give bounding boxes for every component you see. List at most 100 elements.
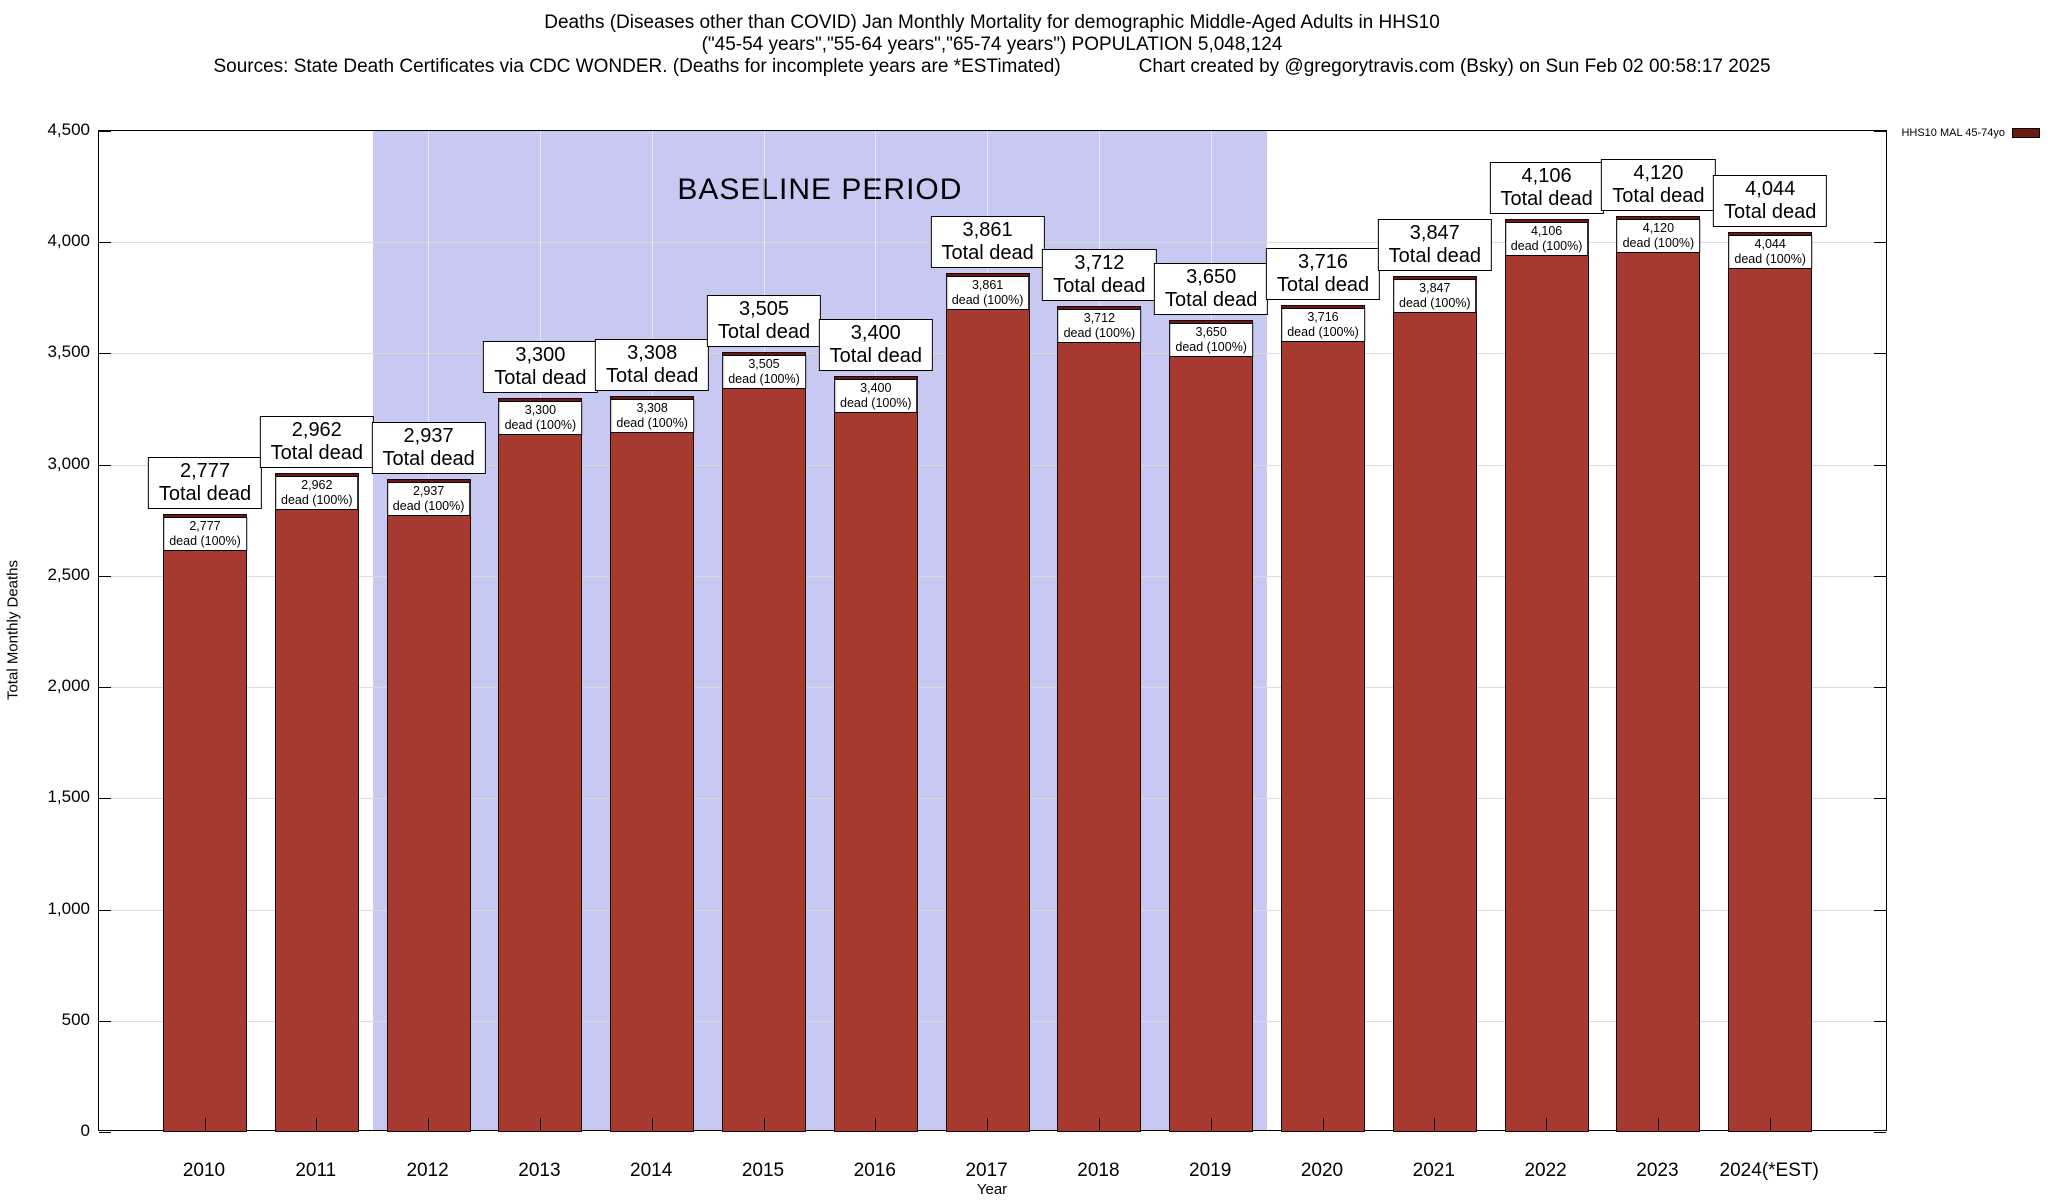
y-axis-tick-right xyxy=(1874,687,1886,689)
x-axis-tick xyxy=(204,1118,206,1130)
bar-2018 xyxy=(1057,306,1142,1132)
y-axis-tick-left xyxy=(99,687,111,689)
bar-2024-est xyxy=(1728,232,1813,1132)
dead-pct-label-2022: 4,106 dead (100%) xyxy=(1504,221,1589,256)
dead-pct-value: 4,106 xyxy=(1530,223,1563,238)
dead-pct-label-2017: 3,861 dead (100%) xyxy=(945,276,1030,311)
total-dead-value: 3,308 xyxy=(627,342,678,365)
total-dead-value: 4,120 xyxy=(1633,161,1684,184)
total-dead-label-2014: 3,308 Total dead xyxy=(595,339,710,392)
x-axis-tick xyxy=(428,1118,430,1130)
total-dead-text: Total dead xyxy=(1500,187,1593,210)
dead-pct-value: 3,847 xyxy=(1419,281,1451,296)
y-axis-tick-right xyxy=(1874,131,1886,132)
total-dead-label-2024-est: 4,044 Total dead xyxy=(1713,175,1828,228)
x-tick-label-2024-est: 2024(*EST) xyxy=(1719,1160,1819,1181)
dead-pct-value: 3,712 xyxy=(1083,311,1116,326)
total-dead-label-2017: 3,861 Total dead xyxy=(930,216,1045,269)
dead-pct-value: 4,120 xyxy=(1642,220,1675,235)
total-dead-text: Total dead xyxy=(494,366,587,389)
y-tick-label: 4,000 xyxy=(47,231,90,251)
chart-sources-text: Sources: State Death Certificates via CD… xyxy=(213,56,1061,77)
total-dead-value: 4,106 xyxy=(1521,164,1572,187)
dead-pct-label-2023: 4,120 dead (100%) xyxy=(1616,218,1701,253)
x-tick-label-2020: 2020 xyxy=(1300,1160,1344,1181)
dead-pct-label-2015: 3,505 dead (100%) xyxy=(722,355,806,390)
x-tick-label-2017: 2017 xyxy=(965,1160,1008,1181)
total-dead-value: 2,937 xyxy=(403,424,454,447)
total-dead-text: Total dead xyxy=(1276,274,1370,297)
baseline-period-label: BASELINE PERIOD xyxy=(677,173,963,206)
dead-pct-text: dead (100%) xyxy=(728,372,800,387)
y-tick-label: 2,000 xyxy=(47,676,90,696)
total-dead-label-2019: 3,650 Total dead xyxy=(1154,263,1269,316)
y-axis-tick-right xyxy=(1874,242,1886,244)
total-dead-label-2018: 3,712 Total dead xyxy=(1042,249,1157,302)
y-axis-tick-left xyxy=(99,242,111,244)
dead-pct-label-2014: 3,308 dead (100%) xyxy=(610,399,694,434)
dead-pct-value: 3,300 xyxy=(524,402,557,417)
dead-pct-text: dead (100%) xyxy=(1399,296,1471,311)
x-axis-tick xyxy=(875,1118,877,1130)
dead-pct-value: 3,650 xyxy=(1195,325,1227,340)
x-axis-tick xyxy=(763,1118,765,1130)
x-axis-tick xyxy=(1657,1118,1659,1130)
dead-pct-text: dead (100%) xyxy=(281,493,353,508)
total-dead-text: Total dead xyxy=(158,483,252,506)
total-dead-text: Total dead xyxy=(606,365,699,388)
x-axis-tick xyxy=(1322,1118,1324,1130)
bar-2016 xyxy=(833,375,918,1132)
x-tick-label-2015: 2015 xyxy=(741,1160,785,1181)
bar-2022 xyxy=(1504,218,1589,1132)
total-dead-text: Total dead xyxy=(829,344,922,367)
y-axis-tick-right xyxy=(1874,575,1886,577)
x-tick-label-2016: 2016 xyxy=(853,1160,896,1181)
total-dead-text: Total dead xyxy=(1165,289,1258,312)
total-dead-label-2020: 3,716 Total dead xyxy=(1265,248,1381,301)
y-axis-tick-right xyxy=(1874,1132,1886,1133)
x-tick-label-2013: 2013 xyxy=(518,1160,561,1181)
bar-2013 xyxy=(498,397,583,1132)
bar-2011 xyxy=(274,473,359,1132)
y-axis-tick-left xyxy=(99,909,111,911)
total-dead-text: Total dead xyxy=(1612,184,1705,207)
y-axis-tick-left xyxy=(99,1020,111,1022)
y-tick-label: 500 xyxy=(61,1009,90,1029)
dead-pct-text: dead (100%) xyxy=(392,498,465,513)
x-tick-label-2010: 2010 xyxy=(182,1160,226,1181)
x-axis-tick xyxy=(1210,1118,1212,1130)
y-axis-tick-left xyxy=(99,575,111,577)
dead-pct-label-2012: 2,937 dead (100%) xyxy=(386,481,471,516)
y-axis-tick-right xyxy=(1874,798,1886,800)
x-axis-tick xyxy=(539,1118,541,1130)
x-axis-tick xyxy=(316,1118,318,1130)
total-dead-text: Total dead xyxy=(1053,275,1146,298)
dead-pct-value: 2,777 xyxy=(189,519,221,534)
total-dead-label-2022: 4,106 Total dead xyxy=(1489,161,1604,214)
chart-title-line3: Sources: State Death Certificates via CD… xyxy=(213,56,1770,78)
dead-pct-value: 2,937 xyxy=(412,483,445,498)
legend-series-label: HHS10 MAL 45-74yo xyxy=(1901,127,2005,139)
total-dead-value: 2,777 xyxy=(179,460,231,483)
dead-pct-value: 3,716 xyxy=(1307,310,1339,325)
x-tick-label-2022: 2022 xyxy=(1524,1160,1567,1181)
dead-pct-label-2010: 2,777 dead (100%) xyxy=(163,517,247,552)
dead-pct-value: 3,861 xyxy=(971,278,1004,293)
total-dead-value: 3,716 xyxy=(1297,251,1349,274)
y-axis-tick-right xyxy=(1874,909,1886,911)
y-tick-label: 3,000 xyxy=(47,453,90,473)
total-dead-label-2013: 3,300 Total dead xyxy=(483,340,598,393)
bar-2019 xyxy=(1169,320,1254,1132)
y-tick-label: 0 xyxy=(80,1121,90,1140)
y-axis-tick-left xyxy=(99,1132,111,1133)
bar-2012 xyxy=(386,478,471,1132)
dead-pct-text: dead (100%) xyxy=(1063,326,1136,341)
x-tick-label-2018: 2018 xyxy=(1077,1160,1120,1181)
bar-2010 xyxy=(163,514,247,1132)
dead-pct-label-2013: 3,300 dead (100%) xyxy=(498,400,583,435)
dead-pct-text: dead (100%) xyxy=(1622,235,1695,250)
dead-pct-text: dead (100%) xyxy=(1287,325,1359,340)
dead-pct-value: 3,505 xyxy=(748,357,780,372)
total-dead-label-2012: 2,937 Total dead xyxy=(371,421,486,474)
